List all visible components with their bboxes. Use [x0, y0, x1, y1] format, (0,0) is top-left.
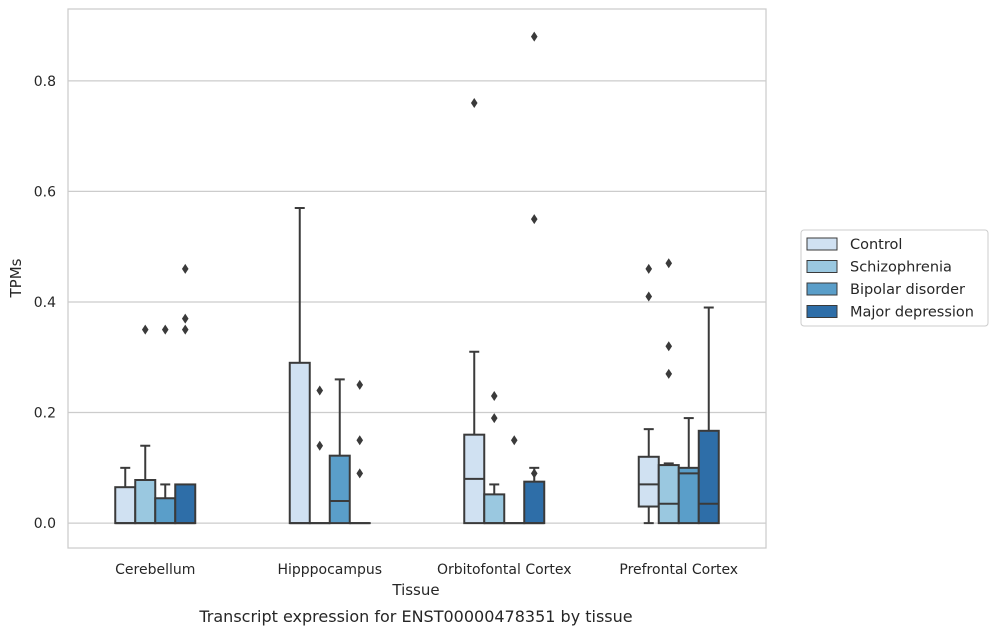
box-body — [677, 466, 700, 525]
y-tick-label: 0.2 — [34, 406, 56, 422]
box-3-0 — [637, 263, 660, 525]
outlier-point — [316, 440, 324, 451]
y-tick-label: 0.6 — [34, 184, 56, 200]
legend-swatch — [806, 237, 838, 251]
chart-title: Transcript expression for ENST0000047835… — [198, 607, 632, 626]
box-1-1 — [308, 385, 331, 525]
outlier-point — [665, 341, 673, 352]
legend-items: Control Schizophrenia Bipolar disorder Majo… — [806, 237, 974, 321]
box-0-2 — [154, 324, 177, 525]
outlier-point — [141, 324, 149, 335]
x-tick-label: Hipppocampus — [277, 562, 382, 578]
box-body — [288, 361, 311, 525]
outlier-point — [510, 435, 518, 446]
box-body — [657, 464, 680, 525]
box-body — [697, 429, 720, 525]
box-body — [328, 454, 351, 525]
legend-label: Schizophrenia — [850, 260, 952, 276]
box-2-0 — [463, 97, 486, 525]
box-3-2 — [677, 417, 700, 525]
outlier-point — [181, 263, 189, 274]
outlier-point — [665, 368, 673, 379]
outlier-point — [356, 435, 364, 446]
y-tick-label: 0.8 — [34, 74, 56, 90]
x-axis-ticks: Cerebellum Hipppocampus Orbitofontal Corte… — [115, 562, 738, 578]
box-2-3 — [523, 31, 546, 525]
box-3-3 — [697, 306, 720, 525]
box-0-1 — [134, 324, 157, 525]
outlier-point — [181, 324, 189, 335]
legend-label: Major depression — [850, 305, 974, 321]
box-2-1 — [483, 390, 506, 525]
outlier-point — [490, 390, 498, 401]
box-body — [174, 483, 197, 525]
box-body — [154, 497, 177, 525]
y-axis-ticks: 0.0 0.2 0.4 0.6 0.8 — [34, 74, 56, 532]
box-body — [637, 455, 660, 508]
outlier-point — [530, 214, 538, 225]
legend-frame — [800, 229, 989, 327]
outlier-point — [665, 258, 673, 269]
outlier-point — [316, 385, 324, 396]
box-body — [134, 479, 157, 525]
outlier-point — [181, 313, 189, 324]
outlier-point — [470, 97, 478, 108]
legend-label: Control — [850, 237, 902, 253]
plot-area-frame — [67, 8, 767, 549]
outlier-point — [490, 413, 498, 424]
outlier-point — [530, 31, 538, 42]
x-axis-label: Tissue — [391, 581, 439, 599]
box-2-2 — [503, 435, 526, 525]
outlier-point — [530, 468, 538, 479]
x-tick-label: Cerebellum — [115, 562, 195, 578]
box-0-0 — [114, 466, 137, 525]
outlier-point — [356, 468, 364, 479]
outlier-point — [645, 291, 653, 302]
box-0-3 — [174, 263, 197, 525]
box-body — [483, 493, 506, 525]
box-1-0 — [288, 207, 311, 525]
box-plots — [114, 31, 720, 525]
legend: Control Schizophrenia Bipolar disorder Majo… — [800, 229, 989, 327]
y-tick-label: 0.0 — [34, 516, 56, 532]
box-body — [523, 480, 546, 525]
x-tick-label: Orbitofontal Cortex — [437, 562, 572, 578]
box-body — [114, 486, 137, 525]
y-axis-label: TPMs — [7, 258, 25, 298]
legend-label: Bipolar disorder — [850, 282, 965, 298]
box-1-2 — [328, 378, 351, 525]
outlier-point — [161, 324, 169, 335]
box-3-1 — [657, 258, 680, 525]
legend-swatch — [806, 305, 838, 318]
outlier-point — [356, 379, 364, 390]
outlier-point — [645, 263, 653, 274]
y-tick-label: 0.4 — [34, 295, 56, 311]
box-1-3 — [348, 379, 371, 525]
legend-swatch — [806, 282, 838, 296]
grid-lines — [68, 80, 766, 524]
legend-swatch — [806, 260, 838, 273]
x-tick-label: Prefrontal Cortex — [619, 562, 738, 578]
